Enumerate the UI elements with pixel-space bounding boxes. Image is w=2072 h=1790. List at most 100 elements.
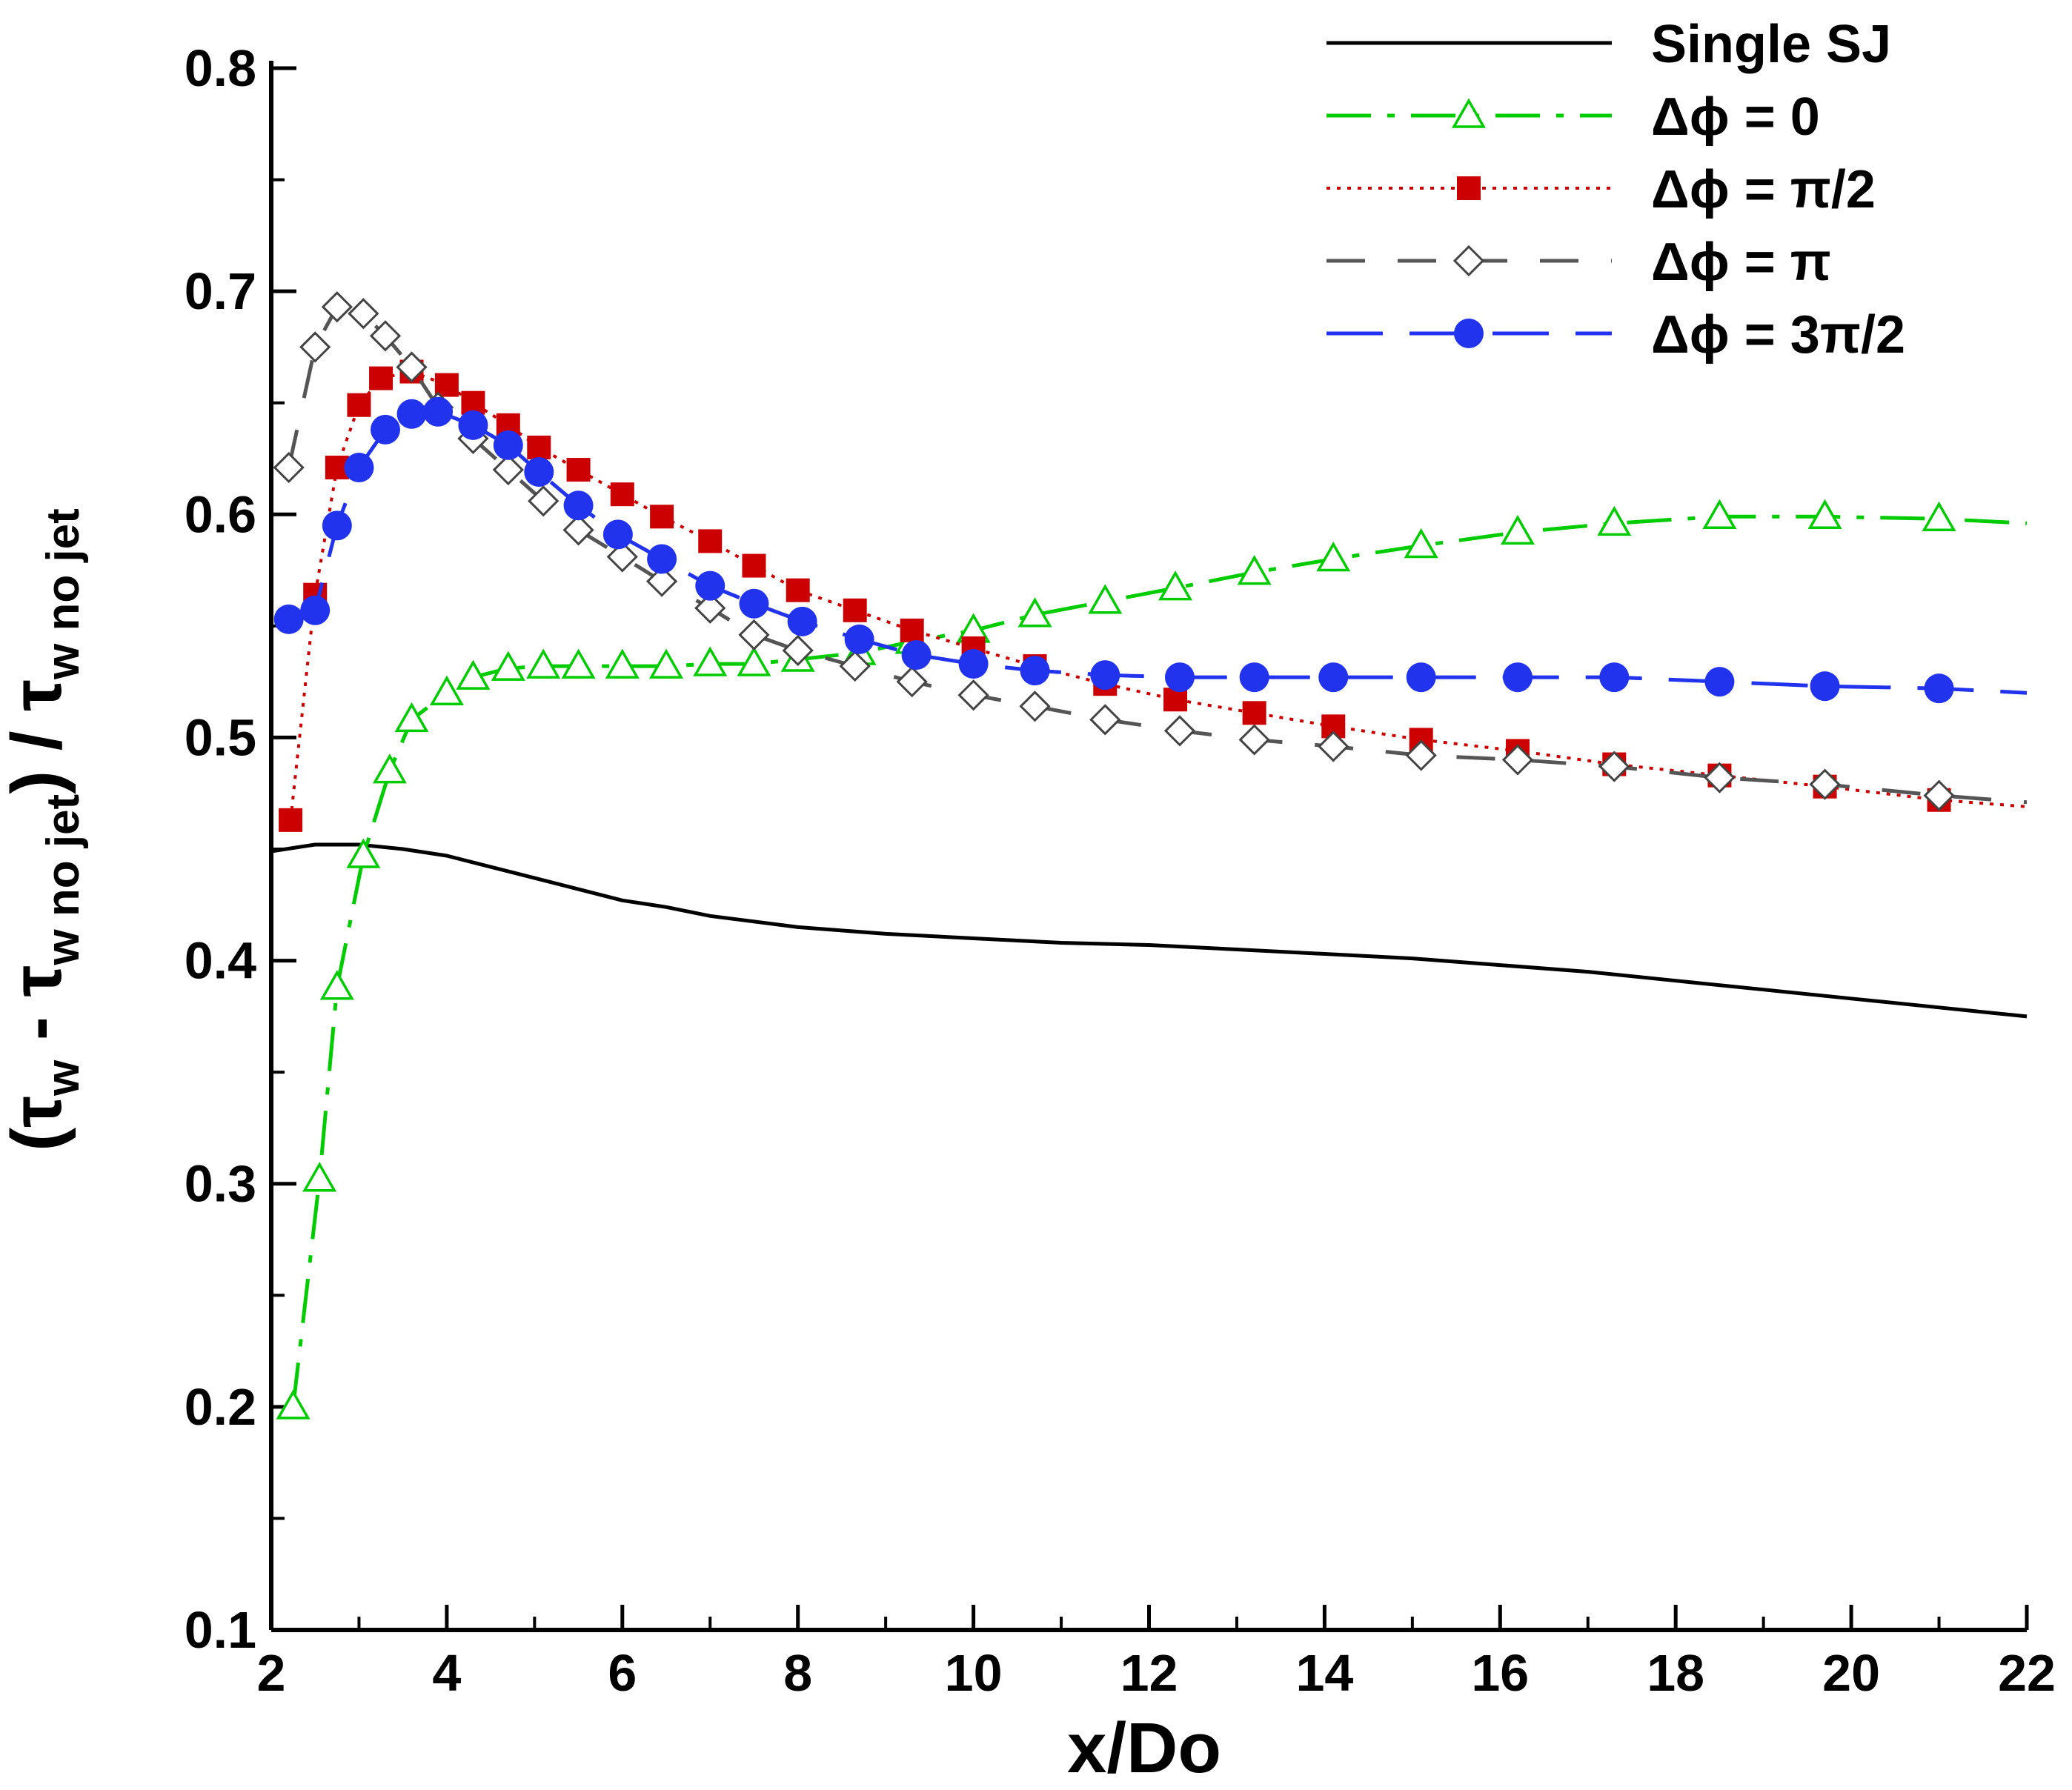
data-point	[344, 453, 374, 483]
data-point	[1238, 724, 1270, 756]
y-axis-title-tau-3: τ	[0, 679, 76, 711]
data-point	[429, 675, 464, 705]
y-tick-label: 0.6	[185, 485, 256, 543]
data-point	[1158, 570, 1193, 601]
legend-item: Δϕ = π/2	[1326, 160, 1876, 219]
data-point	[276, 1389, 311, 1420]
data-point	[492, 453, 524, 486]
data-point	[1704, 762, 1736, 793]
y-tick-label: 0.2	[185, 1378, 256, 1436]
data-point	[346, 838, 381, 868]
series-line	[291, 514, 2028, 1408]
series-line	[270, 842, 2028, 1019]
data-point	[844, 624, 874, 654]
data-point	[843, 598, 867, 622]
data-point	[394, 702, 429, 733]
y-axis-title-close-paren: )	[0, 771, 76, 794]
x-tick-label: 14	[1295, 1644, 1353, 1702]
data-point	[958, 649, 989, 679]
data-point	[738, 619, 770, 651]
data-point	[456, 659, 491, 690]
data-point	[1924, 673, 1954, 704]
y-tick-label: 0.7	[185, 262, 256, 320]
data-point	[1318, 731, 1349, 762]
data-point	[527, 435, 551, 459]
data-point	[319, 970, 354, 1000]
data-point	[1239, 662, 1269, 693]
data-point	[786, 578, 810, 602]
y-axis-title-sub-3: w no jet	[38, 508, 89, 680]
y-axis-title-open-paren: (	[0, 1128, 76, 1151]
data-point	[372, 753, 407, 784]
x-tick-label: 10	[945, 1644, 1003, 1702]
data-point	[1019, 691, 1051, 722]
data-point	[1318, 662, 1349, 693]
data-point	[321, 291, 353, 323]
data-point	[493, 430, 523, 460]
data-point	[1089, 704, 1121, 736]
data-point	[787, 606, 817, 636]
axes: 0.1 0.2 0.3 0.4 0.5 0.6 0.7 0.8 2 4 6 8 10 12 14 16 18 20…	[185, 39, 2056, 1702]
x-tick-label: 4	[432, 1644, 461, 1702]
data-point	[1598, 751, 1630, 782]
svg-text:(τw - τw no jet) / τw no jet: (τw - τw no jet) / τw no jet	[0, 508, 89, 1151]
legend-item: Δϕ = 3π/2	[1326, 305, 1905, 365]
data-point	[605, 648, 640, 679]
data-point	[957, 679, 989, 711]
data-point	[1405, 739, 1437, 771]
data-point	[1597, 505, 1632, 536]
series-5	[273, 396, 2028, 704]
data-point	[649, 648, 684, 679]
x-tick-label: 8	[783, 1644, 812, 1702]
legend-marker	[1452, 244, 1485, 277]
data-point	[896, 666, 928, 698]
series-1	[270, 842, 2028, 1019]
data-point	[528, 485, 559, 517]
data-point	[739, 588, 769, 619]
data-point	[1500, 514, 1535, 545]
legend-label: Single SJ	[1651, 15, 1891, 74]
data-point	[1923, 779, 1955, 811]
y-tick-label: 0.1	[185, 1601, 256, 1659]
data-point	[491, 651, 525, 681]
data-point	[561, 648, 596, 679]
series-line	[289, 370, 2028, 821]
data-point	[348, 298, 379, 330]
data-point	[458, 410, 488, 440]
data-point	[1502, 662, 1533, 693]
data-point	[698, 529, 723, 553]
y-tick-label: 0.5	[185, 708, 256, 766]
legend: Single SJ Δϕ = 0 Δϕ = π/2 Δϕ = π Δϕ = 3π/2	[1326, 15, 1905, 365]
data-point	[273, 604, 304, 634]
data-point	[322, 510, 352, 541]
data-point	[369, 320, 402, 352]
x-tick-label: 22	[1998, 1644, 2056, 1702]
legend-item: Single SJ	[1326, 15, 1891, 74]
data-point	[1810, 671, 1840, 702]
data-point	[1163, 688, 1188, 712]
y-axis-title: (τw - τw no jet) / τw no jet	[0, 508, 89, 1151]
data-point	[1406, 662, 1436, 693]
data-point	[645, 565, 678, 597]
data-point	[737, 646, 771, 676]
data-point	[563, 490, 594, 521]
x-tick-label: 12	[1120, 1644, 1178, 1702]
legend-label: Δϕ = 0	[1651, 87, 1820, 147]
legend-marker	[1454, 319, 1484, 348]
data-point	[693, 646, 728, 676]
data-point	[610, 482, 634, 507]
legend-item: Δϕ = π	[1326, 233, 1831, 292]
data-point	[1702, 499, 1737, 530]
data-point	[1242, 701, 1266, 725]
data-point	[396, 399, 427, 429]
legend-label: Δϕ = π	[1651, 233, 1831, 292]
x-tick-label: 2	[257, 1644, 286, 1702]
y-axis-title-tau-2: τ	[0, 965, 76, 997]
data-point	[1237, 555, 1272, 585]
data-point	[1088, 584, 1123, 614]
y-axis-title-sub-1: w	[38, 1059, 89, 1097]
data-point	[347, 393, 371, 417]
data-point	[300, 595, 331, 625]
